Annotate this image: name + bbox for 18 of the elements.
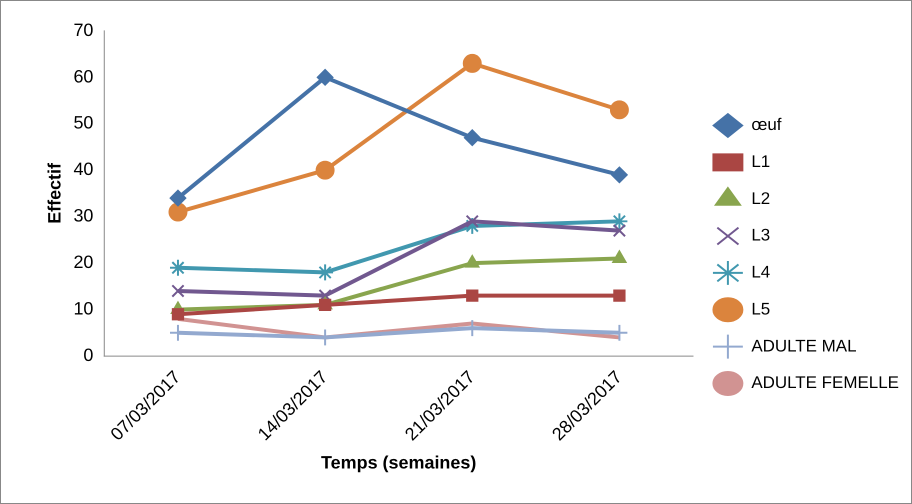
y-tick-label: 70 bbox=[73, 20, 94, 40]
y-tick-label: 50 bbox=[73, 112, 94, 133]
legend-label: ADULTE MAL bbox=[751, 336, 857, 356]
y-axis-title: Effectif bbox=[44, 162, 65, 224]
x-axis-title: Temps (semaines) bbox=[321, 452, 476, 472]
legend-label: œuf bbox=[751, 115, 782, 134]
y-tick-label: 0 bbox=[83, 344, 94, 365]
y-tick-label: 20 bbox=[73, 252, 94, 272]
y-tick-label: 10 bbox=[73, 298, 94, 319]
legend-label: L1 bbox=[751, 152, 770, 172]
legend-label: L3 bbox=[751, 226, 770, 245]
legend-label: ADULTE FEMELLE bbox=[751, 373, 899, 392]
y-tick-label: 60 bbox=[73, 66, 94, 86]
y-tick-label: 30 bbox=[73, 206, 94, 226]
legend-label: L5 bbox=[751, 299, 770, 318]
legend-label: L4 bbox=[751, 262, 770, 282]
y-tick-label: 40 bbox=[73, 159, 94, 180]
legend-label: L2 bbox=[751, 188, 770, 208]
